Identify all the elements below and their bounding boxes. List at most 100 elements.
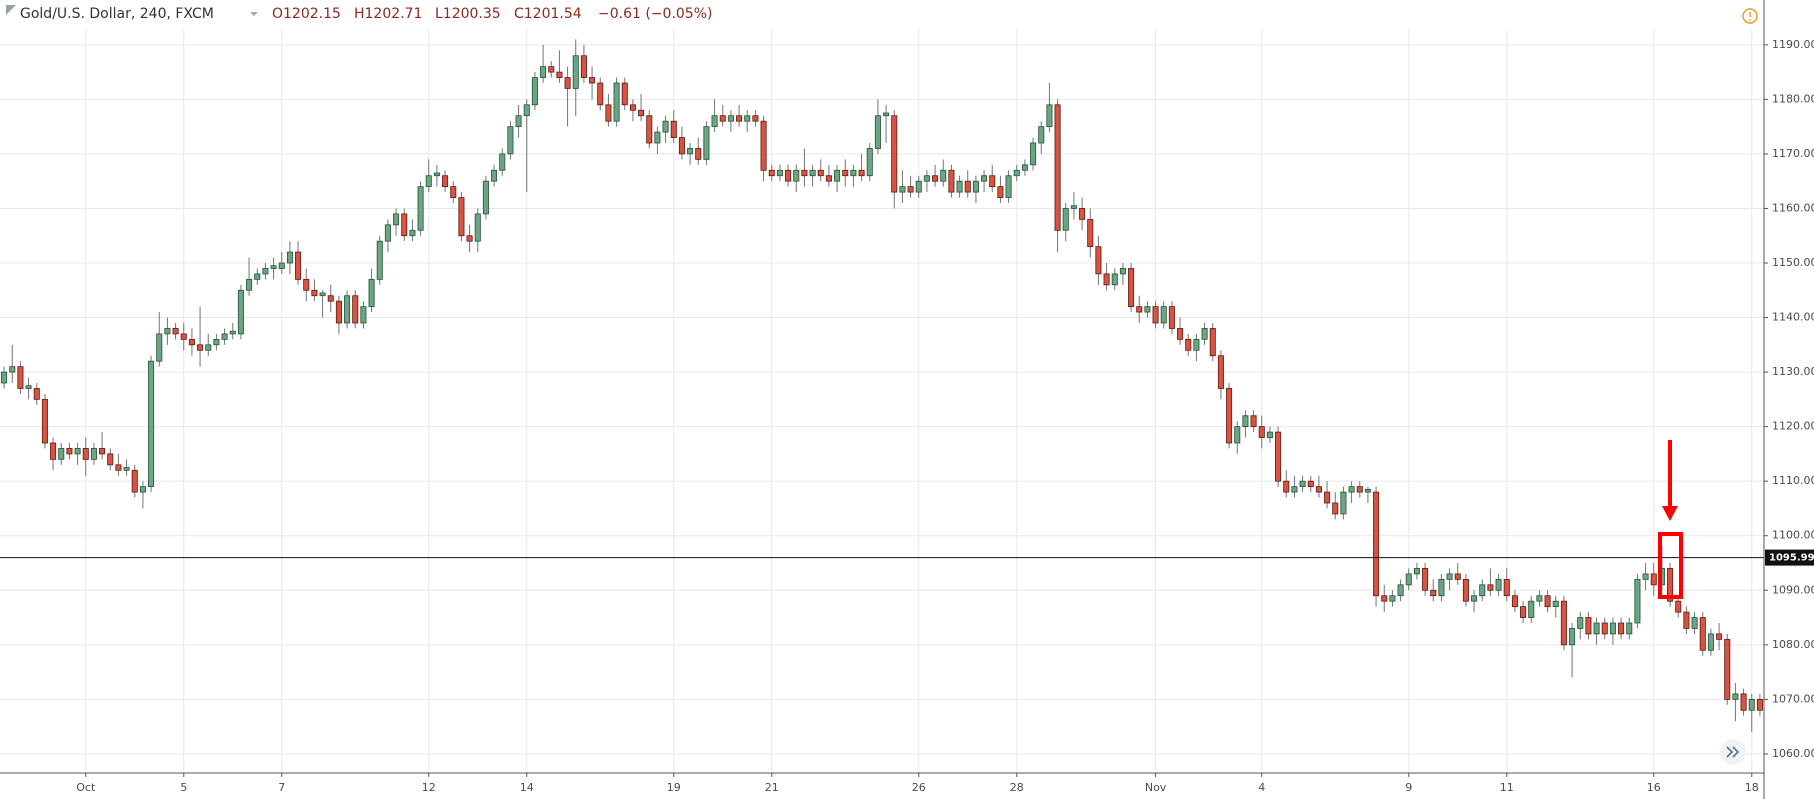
axes: 1060.00 1070.00 1080.00 1090.00 1100.00 1110.… xyxy=(76,38,1814,794)
warning-icon-dot xyxy=(1749,19,1751,21)
candle-body xyxy=(1160,306,1167,324)
dropdown-arrow[interactable] xyxy=(250,12,258,16)
candle-body xyxy=(1495,578,1502,591)
x-tick-label: 16 xyxy=(1647,781,1661,794)
candle-body xyxy=(1054,104,1061,231)
candle-body xyxy=(548,66,555,73)
candle-body xyxy=(172,328,179,335)
candle-body xyxy=(1397,584,1404,597)
candle-body xyxy=(1756,698,1763,711)
candle-body xyxy=(139,486,146,493)
candle-body xyxy=(1095,246,1102,275)
candle-body xyxy=(760,120,767,171)
candle-body xyxy=(466,235,473,242)
candle-body xyxy=(9,366,16,373)
candle-body xyxy=(74,448,81,455)
candle-body xyxy=(425,175,432,188)
candle-body xyxy=(572,55,579,89)
candle-body xyxy=(1732,693,1739,700)
candle-body xyxy=(1373,491,1380,597)
x-tick-label: 26 xyxy=(912,781,926,794)
candle-body xyxy=(695,148,702,160)
candle-body xyxy=(1667,568,1674,602)
candle-body xyxy=(654,131,661,144)
candle-body xyxy=(1462,578,1469,602)
candle-body xyxy=(482,180,489,215)
candle-body xyxy=(1177,328,1184,340)
y-tick-label: 1090.00 xyxy=(1772,583,1814,596)
candle-body xyxy=(1299,480,1306,488)
arrow-head xyxy=(1662,506,1678,521)
candle-body xyxy=(66,448,73,455)
warning-icon[interactable] xyxy=(1742,8,1758,24)
high-value: H1202.71 xyxy=(354,6,422,22)
candle-body xyxy=(188,338,195,346)
y-tick-label: 1130.00 xyxy=(1772,365,1814,378)
candle-body xyxy=(1724,638,1731,700)
x-tick-label: 28 xyxy=(1010,781,1024,794)
y-tick-label: 1100.00 xyxy=(1772,529,1814,542)
candle-body xyxy=(1381,595,1388,602)
candle-body xyxy=(1348,486,1355,493)
candle-body xyxy=(1422,568,1429,591)
candle-body xyxy=(1577,617,1584,629)
x-tick-label: 7 xyxy=(278,781,285,794)
candle-body xyxy=(58,448,65,460)
symbol-title[interactable]: Gold/U.S. Dollar, 240, FXCM xyxy=(20,6,214,22)
candle-body xyxy=(1136,306,1143,313)
candle-body xyxy=(491,169,498,182)
y-tick-label: 1120.00 xyxy=(1772,420,1814,433)
candle-body xyxy=(1356,486,1363,493)
candle-body xyxy=(148,360,155,488)
candle-body xyxy=(1005,175,1012,198)
candle-body xyxy=(1340,491,1347,515)
candle-body xyxy=(368,278,375,308)
candle-body xyxy=(964,180,971,193)
candle-body xyxy=(850,169,857,177)
candle-body xyxy=(736,115,743,122)
candle-body xyxy=(1021,164,1028,171)
candle-body xyxy=(621,82,628,106)
candle-body xyxy=(776,169,783,177)
candle-body xyxy=(556,71,563,78)
candle-body xyxy=(1324,491,1331,504)
candle-body xyxy=(99,448,106,455)
close-value: C1201.54 xyxy=(514,6,582,22)
candle-body xyxy=(1038,126,1045,144)
y-tick-label: 1070.00 xyxy=(1772,692,1814,705)
candle-body xyxy=(825,175,832,182)
candle-body xyxy=(33,388,40,400)
candle-body xyxy=(997,186,1004,198)
candle-body xyxy=(817,169,824,177)
y-tick-label: 1060.00 xyxy=(1772,747,1814,760)
candle-body xyxy=(1544,595,1551,608)
candle-body xyxy=(1364,488,1371,493)
candle-body xyxy=(1275,431,1282,482)
candle-body xyxy=(1307,480,1314,488)
candle-body xyxy=(1185,338,1192,351)
y-tick-label: 1140.00 xyxy=(1772,311,1814,324)
candle-body xyxy=(785,169,792,182)
candle-body xyxy=(1046,104,1053,128)
candle-body xyxy=(1528,600,1535,618)
candle-body xyxy=(335,300,342,324)
candle-body xyxy=(1266,431,1273,438)
candle-body xyxy=(580,55,587,78)
candle-body xyxy=(1675,600,1682,613)
candle-body xyxy=(25,385,32,389)
x-tick-label: 21 xyxy=(765,781,779,794)
candle-body xyxy=(1201,328,1208,340)
candle-body xyxy=(417,186,424,231)
candle-body xyxy=(678,137,685,155)
candle-body xyxy=(1087,218,1094,248)
candle-body xyxy=(866,148,873,177)
candle-body xyxy=(1626,622,1633,635)
candle-body xyxy=(1283,480,1290,493)
scroll-icon xyxy=(1726,746,1740,758)
candle-body xyxy=(932,175,939,182)
candle-body xyxy=(376,240,383,280)
candle-body xyxy=(221,333,228,340)
candle-body xyxy=(401,213,408,237)
candle-body xyxy=(237,289,244,335)
candle-body xyxy=(164,328,171,335)
